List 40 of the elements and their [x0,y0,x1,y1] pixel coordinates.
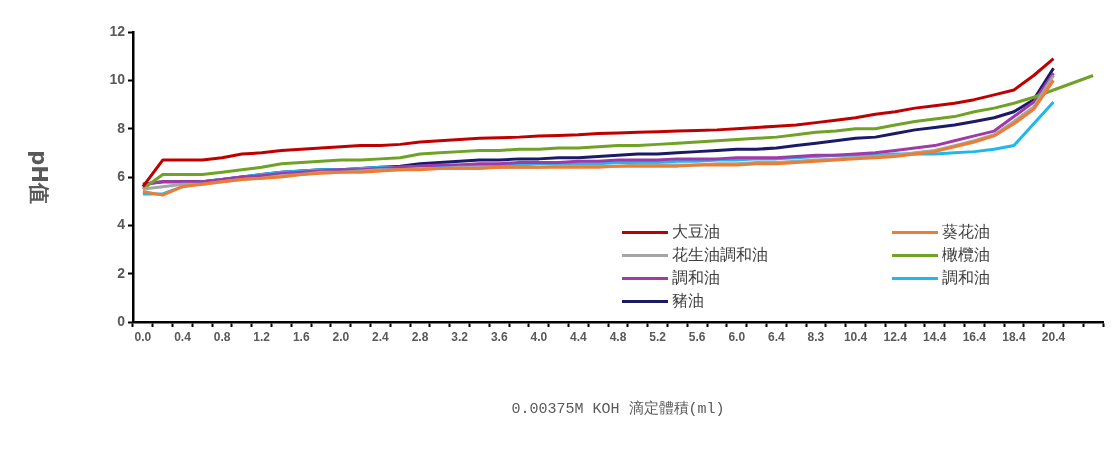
x-tick-label: 8.3 [807,329,825,344]
x-tick-label: 0.8 [213,329,231,344]
x-tick-label: 20.4 [1041,329,1066,344]
y-tick-label: 0 [117,312,126,329]
x-tick-label: 10.4 [843,329,868,344]
x-tick-label: 3.6 [490,329,508,344]
legend-label: 調和油 [672,268,720,289]
y-tick-label: 6 [117,167,126,184]
x-axis-title: 0.00375M KOH 滴定體積(ml) [511,399,725,418]
x-tick-label: 5.2 [649,329,667,344]
x-tick-label: 4.8 [609,329,627,344]
legend-label: 大豆油 [672,222,720,243]
x-tick-label: 3.2 [451,329,469,344]
legend-label: 橄欖油 [942,245,990,266]
legend-label: 葵花油 [942,222,990,243]
y-tick-label: 10 [109,71,126,88]
legend-label: 調和油 [942,268,990,289]
x-tick-label: 1.6 [292,329,310,344]
x-tick-label: 18.4 [1002,329,1026,344]
x-tick-label: 6.4 [768,329,786,344]
y-tick-label: 8 [117,119,126,136]
x-tick-label: 1.2 [253,329,271,344]
legend-label: 花生油調和油 [672,245,768,266]
x-tick-label: 4.4 [570,329,588,344]
y-axis-title: pH值 [25,150,52,204]
x-tick-label: 12.4 [883,329,908,344]
y-tick-label: 4 [117,216,126,233]
x-tick-label: 2.0 [332,329,350,344]
x-tick-label: 2.4 [372,329,390,344]
x-tick-label: 0.4 [174,329,192,344]
x-tick-label: 16.4 [962,329,987,344]
x-tick-label: 2.8 [411,329,429,344]
x-tick-label: 0.0 [134,329,152,344]
legend-label: 豬油 [672,291,704,312]
x-tick-label: 6.0 [728,329,746,344]
y-tick-label: 12 [109,22,126,39]
y-tick-label: 2 [117,264,126,281]
x-tick-label: 4.0 [530,329,548,344]
x-tick-label: 5.6 [688,329,706,344]
x-tick-label: 14.4 [923,329,947,344]
